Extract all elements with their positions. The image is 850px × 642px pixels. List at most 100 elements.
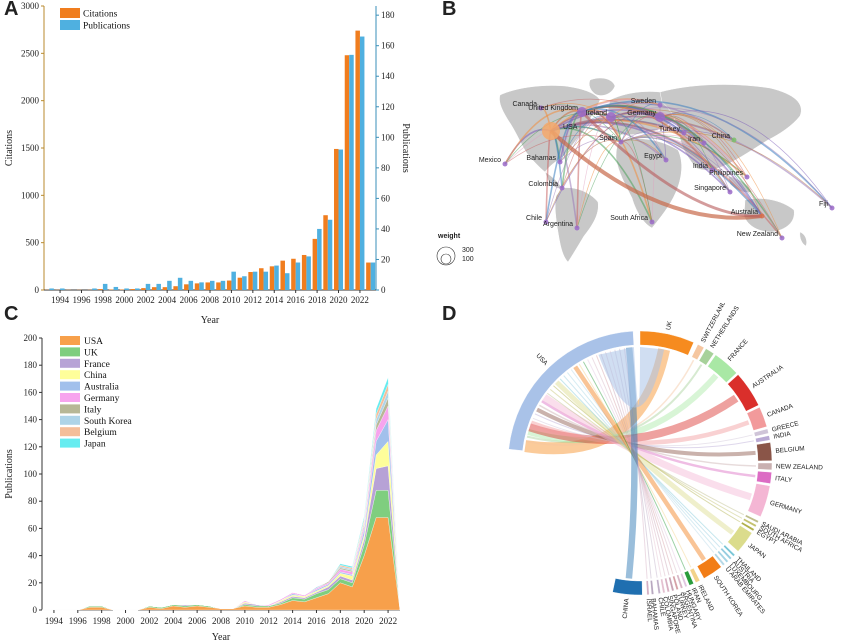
chord-ribbon [528,394,739,444]
chord-arc-new-zealand [757,462,773,471]
country-node [657,102,663,108]
collaboration-link [620,128,685,143]
chart-a-x-tick-label: 2018 [308,295,327,305]
country-label: Philippines [709,170,743,177]
country-node [709,167,715,173]
chart-c-legend-swatch-germany [60,393,80,402]
chart-a-bar-citations [334,148,339,290]
weight-legend-circle-small [440,253,452,265]
chord-arc-hungary [680,572,688,588]
chord-ribbon [530,420,750,446]
chord-arc-austria [720,547,732,560]
chart-c-x-tick-label: 2008 [212,616,231,626]
chart-c-y-tick-label: 40 [28,551,38,561]
chart-c-legend-swatch-china [60,370,80,380]
chart-c-x-tick-label: 1996 [69,616,88,626]
chart-a-legend-swatch-publications [60,20,80,30]
chart-a-right-tick-label: 0 [381,285,386,295]
chart-a-citations-publications: 0 500 1000 1500 2000 2500 3000 0 20 40 60 80 100 120 1… [4,1,410,325]
chart-c-legend-label-japan: Japan [84,440,106,450]
chart-a-bar-publications [199,282,204,290]
chord-ribbon [542,394,752,501]
chart-a-right-tick-label: 180 [381,10,395,20]
chord-arc-argentina [676,574,684,589]
chord-ribbon [554,380,735,535]
collaboration-link [581,98,661,113]
chart-a-x-tick-label: 2020 [330,295,349,305]
chart-a-bar-publications [145,283,151,290]
chart-a-x-axis-label: Year [201,315,220,325]
chord-arc-netherlands [698,348,715,366]
chart-c-area-japan [42,377,401,611]
chart-a-right-tick-label: 120 [381,102,395,112]
panel-letter-d: D [442,303,457,325]
chart-a-bar-citations [269,266,275,290]
chart-a-bar-publications [49,288,54,290]
chord-label-canada: CANADA [766,403,794,419]
chart-a-bar-publications [370,262,376,290]
chart-a-bar-citations [248,272,253,290]
chord-ribbon [536,407,756,457]
chart-a-bar-citations [366,262,371,290]
chart-c-legend-swatch-italy [60,404,80,414]
chord-ribbon [549,389,743,519]
chord-arc-belgium [756,442,773,462]
chart-c-y-tick-label: 200 [24,333,38,343]
chart-a-left-tick-label: 1500 [21,143,40,153]
chart-a-bar-citations [355,30,360,290]
chart-a-bar-citations [151,287,157,290]
chart-a-bar-publications [188,280,194,290]
chord-ribbon [547,392,745,516]
chart-a-bar-citations [226,280,232,290]
chart-a-bar-publications [177,277,183,290]
chart-c-legend-swatch-uk [60,347,80,357]
country-label: Turkey [659,126,681,133]
chart-a-x-tick-label: 2012 [244,295,262,305]
chart-a-bar-publications [92,288,97,290]
chart-a-bar-citations [216,282,221,290]
collaboration-link [620,103,661,143]
chord-ribbon [559,378,724,545]
chord-arc-luxembourg [717,550,729,563]
chart-a-y2-axis-label: Publications [400,123,410,173]
chord-ribbon [532,417,753,447]
country-node [759,213,765,219]
chord-arc-greece [753,428,769,437]
chord-label-usa: USA [534,352,549,367]
collaboration-link [620,131,833,209]
collaboration-link [610,111,783,239]
chord-label-india: INDIA [773,430,792,440]
chart-c-x-tick-label: 2022 [379,616,397,626]
country-node [731,137,737,143]
chart-a-bar-publications [242,276,247,290]
weight-legend-title: weight [437,233,461,240]
chord-ribbon [526,364,703,444]
chart-a-bar-citations [184,284,189,290]
country-label: Singapore [694,185,726,192]
chart-c-legend-label-france: France [84,360,110,370]
weight-legend: weight 300 100 [436,233,474,266]
chart-c-y-tick-label: 120 [24,442,38,452]
chart-a-y-axis-label: Citations [4,130,15,166]
collaboration-link [550,115,833,209]
chart-a-bar-publications [156,283,161,290]
country-label: India [693,163,708,170]
chart-c-x-tick-label: 2018 [331,616,350,626]
collaboration-link [504,108,583,165]
chart-c-legend-swatch-belgium [60,427,80,437]
chart-a-bar-publications [338,149,344,290]
country-label: Iran [688,136,700,143]
chart-a-bar-citations [98,289,103,290]
chord-arc-colombia [660,578,666,594]
country-label: Chile [526,215,542,222]
collaboration-link [504,112,612,165]
chart-c-legend-swatch-japan [60,438,80,448]
chart-a-legend-label-publications: Publications [83,22,130,32]
chart-a-legend-label-citations: Citations [83,10,118,20]
chart-a-x-tick-label: 2014 [265,295,284,305]
chord-arc-saudi-arabia [744,514,759,524]
chart-a-bar-publications [102,283,108,290]
collaboration-link [659,110,833,209]
chart-a-left-tick-label: 500 [26,238,40,248]
